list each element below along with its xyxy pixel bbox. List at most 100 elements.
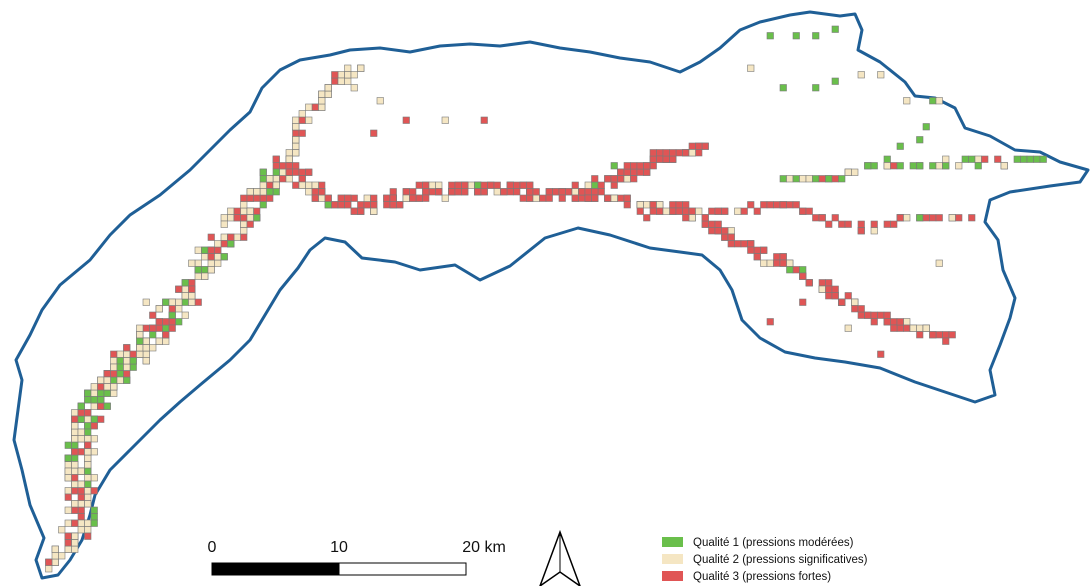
grid-cell xyxy=(903,214,911,222)
grid-cell xyxy=(929,331,937,339)
grid-cell xyxy=(890,324,898,332)
grid-cell xyxy=(929,214,937,222)
grid-cell xyxy=(129,363,137,371)
grid-cell xyxy=(974,162,982,170)
grid-cell xyxy=(812,32,820,40)
grid-cell xyxy=(168,324,176,332)
grid-cell xyxy=(194,246,202,254)
grid-cell xyxy=(870,220,878,228)
grid-cell xyxy=(71,519,79,527)
grid-cell xyxy=(84,454,92,462)
grid-cell xyxy=(318,194,326,202)
grid-cell xyxy=(526,194,534,202)
grid-cell xyxy=(747,201,755,209)
grid-cell xyxy=(240,220,248,228)
grid-cell xyxy=(305,168,313,176)
grid-cell xyxy=(71,500,79,508)
grid-cell xyxy=(825,279,833,287)
grid-cell xyxy=(71,422,79,430)
grid-cell xyxy=(194,259,202,267)
grid-cell xyxy=(227,214,235,222)
grid-cell xyxy=(337,201,345,209)
grid-cell xyxy=(370,207,378,215)
grid-cell xyxy=(656,201,664,209)
grid-cell xyxy=(448,181,456,189)
grid-cell xyxy=(675,201,683,209)
grid-cell xyxy=(220,233,228,241)
grid-cell xyxy=(110,389,118,397)
grid-cell xyxy=(922,214,930,222)
grid-cell xyxy=(350,207,358,215)
grid-cell xyxy=(422,181,430,189)
grid-cell xyxy=(344,194,352,202)
grid-cell xyxy=(519,181,527,189)
grid-cell xyxy=(805,279,813,287)
grid-cell xyxy=(838,298,846,306)
grid-cell xyxy=(246,194,254,202)
grid-cell xyxy=(799,272,807,280)
grid-cell xyxy=(253,194,261,202)
grid-cell xyxy=(194,266,202,274)
grid-cell xyxy=(71,506,79,514)
grid-cell xyxy=(324,201,332,209)
grid-cell xyxy=(77,480,85,488)
grid-cell xyxy=(883,220,891,228)
grid-cell xyxy=(350,194,358,202)
grid-cell xyxy=(129,357,137,365)
grid-cell xyxy=(123,376,131,384)
grid-cell xyxy=(220,253,228,261)
grid-cell xyxy=(168,305,176,313)
grid-cell xyxy=(71,532,79,540)
grid-cell xyxy=(766,201,774,209)
grid-cell xyxy=(207,246,215,254)
grid-cell xyxy=(136,337,144,345)
grid-cell xyxy=(84,415,92,423)
grid-cell xyxy=(298,168,306,176)
grid-cell xyxy=(207,266,215,274)
grid-cell xyxy=(51,545,59,553)
grid-cell xyxy=(558,188,566,196)
grid-cell xyxy=(123,357,131,365)
grid-cell xyxy=(675,149,683,157)
grid-cell xyxy=(214,259,222,267)
grid-cell xyxy=(292,116,300,124)
grid-cell xyxy=(747,240,755,248)
grid-cell xyxy=(916,136,924,144)
grid-cell xyxy=(643,214,651,222)
grid-cell xyxy=(90,506,98,514)
grid-cell xyxy=(110,363,118,371)
grid-cell xyxy=(259,175,267,183)
grid-cell xyxy=(285,149,293,157)
grid-cell xyxy=(922,324,930,332)
grid-cell xyxy=(84,526,92,534)
grid-cell xyxy=(311,103,319,111)
grid-cell xyxy=(71,415,79,423)
grid-cell xyxy=(981,155,989,163)
grid-cell xyxy=(721,227,729,235)
grid-cell xyxy=(591,194,599,202)
legend-label-quality-1: Qualité 1 (pressions modérées) xyxy=(693,537,854,549)
basin-outline xyxy=(12,10,1090,580)
grid-cell xyxy=(857,220,865,228)
grid-cell xyxy=(71,467,79,475)
grid-cell xyxy=(669,149,677,157)
grid-cell xyxy=(669,201,677,209)
grid-cell xyxy=(857,71,865,79)
grid-cell xyxy=(266,181,274,189)
grid-cell xyxy=(84,409,92,417)
grid-cell xyxy=(103,383,111,391)
grid-cell xyxy=(389,188,397,196)
grid-cell xyxy=(97,402,105,410)
grid-cell xyxy=(142,344,150,352)
grid-cell xyxy=(77,487,85,495)
grid-cell xyxy=(318,188,326,196)
grid-cell xyxy=(253,214,261,222)
grid-cell xyxy=(84,435,92,443)
grid-cell xyxy=(149,311,157,319)
grid-cell xyxy=(721,233,729,241)
grid-cell xyxy=(240,201,248,209)
grid-cell xyxy=(259,201,267,209)
scale-segment-filled xyxy=(211,562,340,576)
grid-cell xyxy=(760,201,768,209)
